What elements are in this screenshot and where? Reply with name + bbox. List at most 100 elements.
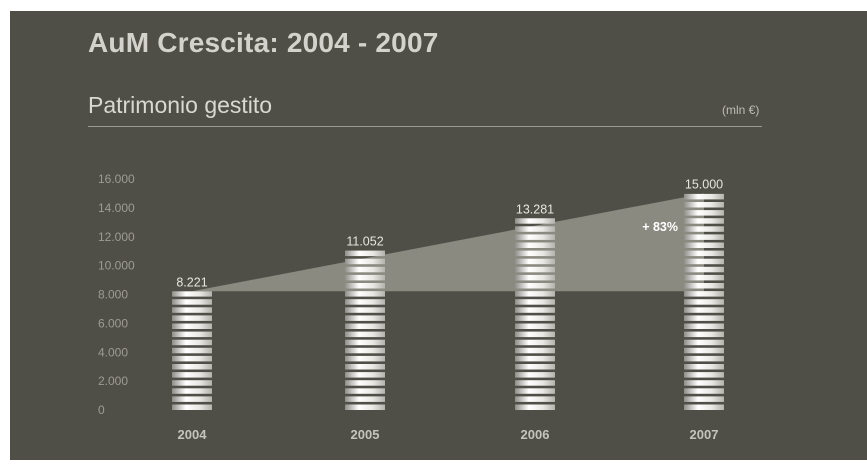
bar-stripe (515, 347, 555, 354)
x-tick-label: 2004 (178, 427, 208, 442)
bar-stripe (345, 266, 385, 273)
bars-layer (172, 193, 724, 410)
bar-stripe (345, 339, 385, 346)
bar-stripe (345, 291, 385, 297)
y-tick-label: 14.000 (98, 201, 135, 215)
y-tick-label: 8.000 (98, 288, 128, 302)
bar-stripe (345, 347, 385, 354)
bar-stripe (684, 372, 724, 378)
bar-stripe (345, 258, 385, 265)
bar-stripe (172, 364, 212, 370)
y-tick-label: 4.000 (98, 345, 128, 359)
bar-stripe (345, 331, 385, 338)
bar-2006 (515, 218, 555, 410)
bar-stripe (345, 404, 385, 410)
bar-stripe (684, 323, 724, 329)
bar-stripe (345, 274, 385, 281)
bar-stripe (684, 388, 724, 394)
bar-stripe (684, 291, 724, 297)
bar-stripe (345, 355, 385, 362)
x-tick-label: 2006 (521, 427, 550, 442)
bar-stripe (515, 372, 555, 378)
bar-stripe (172, 315, 212, 321)
bar-stripe (515, 339, 555, 346)
bar-2005 (345, 250, 385, 410)
bar-2007 (684, 193, 724, 410)
bar-stripe (515, 404, 555, 410)
bar-stripe (172, 347, 212, 354)
y-tick-label: 6.000 (98, 316, 128, 330)
bar-stripe (345, 372, 385, 378)
bar-stripe (345, 307, 385, 313)
bar-stripe (515, 331, 555, 338)
bar-stripe (684, 380, 724, 386)
bar-stripe (684, 226, 724, 232)
bar-stripe (515, 299, 555, 305)
chart-subtitle: Patrimonio gestito (88, 92, 273, 118)
bar-stripe (515, 355, 555, 362)
bar-stripe (515, 258, 555, 265)
bar-stripe (345, 323, 385, 329)
bar-stripe (172, 396, 212, 402)
bar-stripe (684, 193, 724, 200)
bar-stripe (172, 388, 212, 394)
y-tick-label: 2.000 (98, 374, 128, 388)
bar-stripe (684, 396, 724, 402)
bar-stripe (515, 380, 555, 386)
y-axis: 0 2.000 4.000 6.000 8.000 10.000 12.000 14.000 1… (98, 172, 135, 417)
data-label: 8.221 (176, 275, 207, 289)
y-tick-label: 16.000 (98, 172, 135, 186)
bar-stripe (345, 315, 385, 321)
bar-stripe (345, 388, 385, 394)
bar-stripe (515, 234, 555, 240)
bar-stripe (515, 242, 555, 248)
growth-band (192, 193, 704, 292)
bar-stripe (172, 355, 212, 362)
bar-stripe (515, 364, 555, 370)
bar-stripe (345, 250, 385, 257)
bar-stripe (172, 380, 212, 386)
bar-stripe (684, 258, 724, 265)
bar-stripe (684, 210, 724, 216)
bar-stripe (515, 388, 555, 394)
bar-stripe (515, 283, 555, 289)
unit-label: (mln €) (722, 103, 760, 117)
bar-stripe (515, 307, 555, 313)
bar-stripe (684, 355, 724, 362)
growth-annotation: + 83% (642, 220, 678, 234)
bar-stripe (345, 283, 385, 289)
bar-stripe (684, 283, 724, 289)
bar-stripe (684, 234, 724, 240)
data-label: 15.000 (685, 177, 723, 191)
bar-stripe (515, 266, 555, 273)
bar-stripe (172, 323, 212, 329)
y-tick-label: 10.000 (98, 259, 135, 273)
bar-stripe (684, 315, 724, 321)
bar-stripe (345, 396, 385, 402)
bar-stripe (515, 250, 555, 257)
bar-stripe (684, 242, 724, 248)
labels-layer: 8.221 2004 11.052 2005 13.281 2006 15.000 2007 +… (176, 177, 723, 442)
bar-stripe (172, 307, 212, 313)
bar-stripe (172, 372, 212, 378)
bar-stripe (345, 364, 385, 370)
bar-stripe (515, 226, 555, 232)
bar-stripe (684, 299, 724, 305)
y-tick-label: 12.000 (98, 230, 135, 244)
bar-stripe (684, 274, 724, 281)
bar-stripe (515, 218, 555, 224)
bar-stripe (515, 323, 555, 329)
bar-stripe (172, 331, 212, 338)
x-tick-label: 2005 (351, 427, 380, 442)
bar-stripe (684, 218, 724, 224)
bar-stripe (515, 291, 555, 297)
page-title: AuM Crescita: 2004 - 2007 (88, 27, 439, 58)
bar-2004 (172, 291, 212, 410)
bar-stripe (684, 202, 724, 208)
bar-stripe (684, 339, 724, 346)
x-tick-label: 2007 (690, 427, 719, 442)
bar-stripe (172, 339, 212, 346)
bar-stripe (172, 299, 212, 305)
data-label: 11.052 (346, 234, 383, 248)
